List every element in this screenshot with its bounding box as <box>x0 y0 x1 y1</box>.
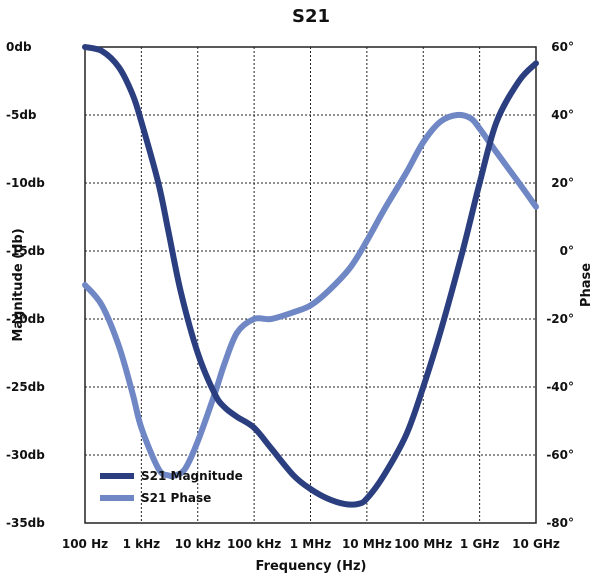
y2-tick-label: 0° <box>560 244 574 258</box>
y-tick-label: -35db <box>6 516 45 530</box>
x-axis-label: Frequency (Hz) <box>256 559 367 574</box>
x-tick-label: 10 MHz <box>342 537 392 551</box>
y-tick-label: -25db <box>6 380 45 394</box>
legend: S21 Magnitude S21 Phase <box>100 469 243 505</box>
y2-tick-label: -60° <box>546 448 574 462</box>
s21-phase-line <box>82 111 539 480</box>
x-tick-label: 10 GHz <box>512 537 560 551</box>
y2-tick-label: 60° <box>551 40 574 54</box>
x-axis-ticks: 100 Hz 1 kHz 10 kHz 100 kHz 1 MHz 10 MHz 100 M… <box>62 537 560 551</box>
x-tick-label: 1 kHz <box>123 537 161 551</box>
y-tick-label: -15db <box>6 244 45 258</box>
y-axis-ticks: 0db -5db -10db -15db -20db -25db -30db -35db <box>6 40 45 530</box>
series-layer <box>82 44 539 508</box>
x-tick-label: 100 kHz <box>227 537 281 551</box>
y-tick-label: -20db <box>6 312 45 326</box>
y2-tick-label: 40° <box>551 108 574 122</box>
chart-title: S21 <box>292 6 330 27</box>
s21-magnitude-line <box>82 44 539 508</box>
s21-magnitude-legend-label: S21 Magnitude <box>141 469 243 483</box>
y-tick-label: 0db <box>6 40 32 54</box>
y2-tick-label: -40° <box>546 380 574 394</box>
y-tick-label: -10db <box>6 176 45 190</box>
x-tick-label: 1 GHz <box>460 537 499 551</box>
y2-axis-ticks: 60° 40° 20° 0° -20° -40° -60° -80° <box>546 40 574 530</box>
x-tick-label: 1 MHz <box>290 537 332 551</box>
y2-tick-label: -20° <box>546 312 574 326</box>
y-tick-label: -5db <box>6 108 37 122</box>
x-tick-label: 100 MHz <box>394 537 452 551</box>
y-tick-label: -30db <box>6 448 45 462</box>
s21-phase-legend-label: S21 Phase <box>141 491 211 505</box>
x-tick-label: 10 kHz <box>175 537 221 551</box>
y-axis-label: Magnitude (db) <box>11 228 26 341</box>
y2-tick-label: -80° <box>546 516 574 530</box>
y2-axis-label: Phase <box>579 263 594 307</box>
x-tick-label: 100 Hz <box>62 537 108 551</box>
y2-tick-label: 20° <box>551 176 574 190</box>
